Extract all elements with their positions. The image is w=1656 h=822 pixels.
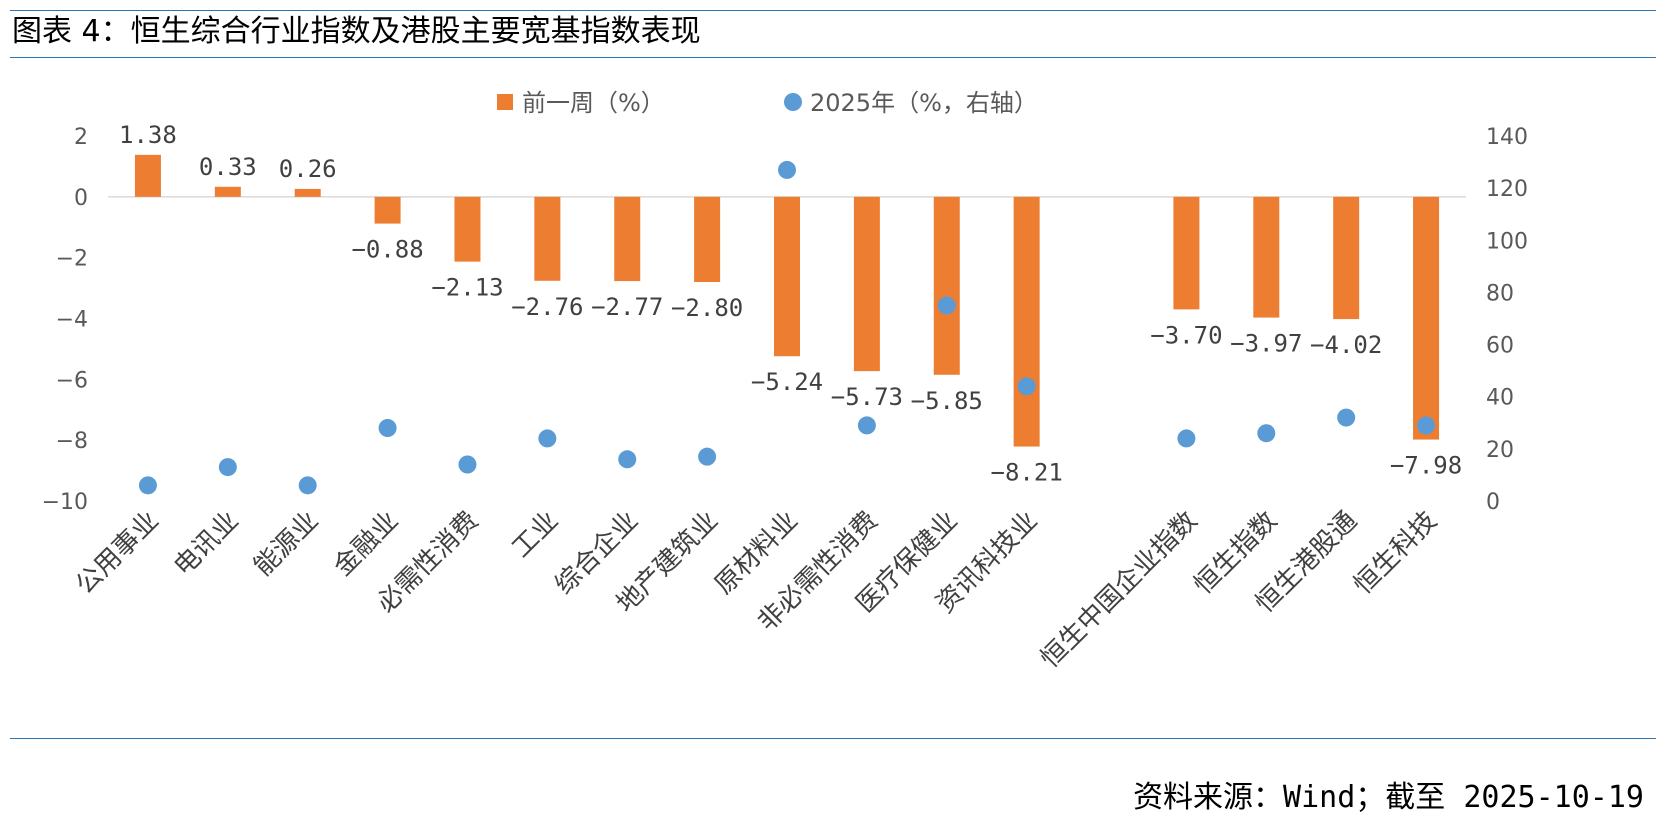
- title-underline: [10, 57, 1656, 58]
- bar: [214, 186, 241, 197]
- bar-scatter-chart: 前一周（%） 2025年（%，右轴） 20−2−4−6−8−10 1401201…: [42, 89, 1528, 674]
- bar: [134, 154, 161, 197]
- right-axis-tick: 0: [1486, 490, 1500, 515]
- bar-value-label: −2.76: [511, 293, 583, 321]
- dot: [1177, 429, 1196, 448]
- bar-value-label: −7.98: [1390, 452, 1462, 480]
- left-axis-tick: 2: [74, 125, 88, 150]
- right-axis-tick: 40: [1486, 386, 1514, 411]
- legend-bar-swatch: [497, 94, 513, 110]
- right-axis-tick: 20: [1486, 438, 1514, 463]
- bar: [1413, 196, 1440, 440]
- bar-value-label: −3.97: [1230, 330, 1302, 358]
- bar-value-label: 0.26: [279, 155, 337, 183]
- bar: [294, 188, 321, 197]
- right-axis-tick: 100: [1486, 229, 1528, 254]
- bar: [933, 196, 960, 375]
- dot: [458, 455, 477, 474]
- dot: [1337, 408, 1356, 427]
- dot: [698, 447, 717, 466]
- left-axis-tick: −2: [56, 247, 88, 272]
- bar: [454, 196, 481, 262]
- bar-value-label: −2.13: [431, 274, 503, 302]
- category-label: 电讯业: [168, 506, 244, 582]
- bar: [614, 196, 641, 282]
- top-rule: [10, 10, 1656, 11]
- legend-dot-label: 2025年（%，右轴）: [810, 89, 1038, 117]
- legend-dot-swatch: [784, 93, 802, 111]
- dot-series: [138, 160, 1436, 495]
- dot: [1017, 377, 1036, 396]
- bar-value-label: 1.38: [119, 121, 177, 149]
- dot: [857, 416, 876, 435]
- bar-value-label: −5.24: [751, 368, 823, 396]
- bar-value-label: −3.70: [1150, 321, 1222, 349]
- bar-value-label: −5.85: [911, 387, 983, 415]
- category-label: 公用事业: [70, 506, 165, 601]
- dot: [538, 429, 557, 448]
- left-axis-tick: 0: [74, 186, 88, 211]
- bar-value-label: −4.02: [1310, 331, 1382, 359]
- bottom-rule: [10, 738, 1656, 739]
- chart-title: 图表 4：恒生综合行业指数及港股主要宽基指数表现: [12, 14, 701, 49]
- left-axis: 2 0 −2 −4 −6 −8 −10: [42, 125, 88, 515]
- category-label: 金融业: [328, 506, 404, 582]
- bar: [853, 196, 880, 372]
- bar-value-label: 0.33: [199, 153, 257, 181]
- bar: [1333, 196, 1360, 320]
- left-axis-tick: −8: [56, 429, 88, 454]
- dot: [218, 458, 237, 477]
- bar-value-label: −2.77: [591, 293, 663, 321]
- category-label: 恒生中国企业指数: [1035, 506, 1203, 674]
- left-axis-tick: −10: [42, 490, 88, 515]
- bar: [374, 196, 401, 224]
- right-axis-tick: 60: [1486, 334, 1514, 359]
- right-axis-tick: 140: [1486, 125, 1528, 150]
- bar-value-label: −8.21: [991, 459, 1063, 487]
- bar: [534, 196, 561, 281]
- dot: [1257, 424, 1276, 443]
- bar-series: [134, 154, 1440, 447]
- left-axis-tick: −4: [56, 308, 88, 333]
- dot: [778, 160, 796, 179]
- bar: [1173, 196, 1200, 310]
- dot: [298, 476, 317, 495]
- bar-value-label: −0.88: [351, 236, 423, 264]
- category-label: 能源业: [248, 506, 324, 582]
- bar: [1253, 196, 1280, 318]
- dot: [138, 476, 157, 495]
- legend: 前一周（%） 2025年（%，右轴）: [497, 89, 1038, 117]
- bar-data-labels: 1.38 0.33 0.26 −0.88 −2.13 −2.76 −2.77 −2.80 −5.…: [119, 121, 1462, 487]
- bar: [1013, 196, 1040, 447]
- legend-bar-label: 前一周（%）: [522, 89, 665, 117]
- dot: [1417, 416, 1436, 435]
- right-axis-tick: 80: [1486, 281, 1514, 306]
- dot: [378, 419, 397, 437]
- right-axis: 140 120 100 80 60 40 20 0: [1486, 125, 1528, 515]
- bar: [694, 196, 721, 282]
- category-label: 恒生科技: [1348, 506, 1443, 601]
- bar: [774, 196, 800, 357]
- bar-value-label: −2.80: [671, 294, 743, 322]
- source-note: 资料来源：Wind；截至 2025-10-19: [1133, 780, 1644, 815]
- bar-value-label: −5.73: [831, 383, 903, 411]
- category-label: 工业: [506, 506, 564, 564]
- dot: [618, 450, 637, 469]
- left-axis-tick: −6: [56, 368, 88, 393]
- right-axis-tick: 120: [1486, 177, 1528, 202]
- dot: [937, 296, 956, 315]
